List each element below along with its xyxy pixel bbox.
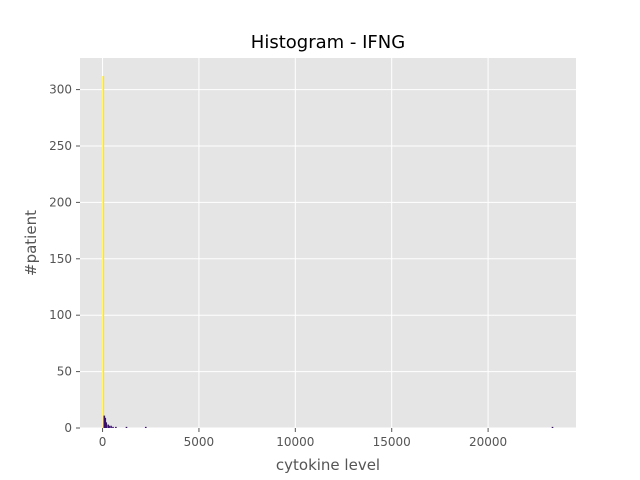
y-tick-label: 300 <box>49 83 72 97</box>
histogram-bar <box>125 426 128 428</box>
histogram-bar <box>107 424 109 428</box>
y-axis-label: #patient <box>22 210 40 276</box>
x-tick-label: 10000 <box>276 435 314 449</box>
x-axis-label: cytokine level <box>276 456 380 474</box>
y-tick-label: 150 <box>49 252 72 266</box>
y-tick-label: 0 <box>64 421 72 435</box>
x-tick-label: 5000 <box>184 435 215 449</box>
x-tick-label: 0 <box>99 435 107 449</box>
histogram-bar <box>144 426 147 428</box>
histogram-bar <box>551 426 554 428</box>
grid-lines <box>80 58 576 429</box>
histogram-bar <box>112 426 114 428</box>
y-tick-label: 100 <box>49 308 72 322</box>
histogram-bar <box>115 426 117 428</box>
y-tick-label: 250 <box>49 139 72 153</box>
y-tick-label: 50 <box>57 365 72 379</box>
x-axis-ticks: 0 5000 10000 15000 20000 <box>99 428 507 449</box>
histogram-bar <box>108 425 110 428</box>
histogram-bar <box>102 76 105 429</box>
x-tick-label: 15000 <box>373 435 411 449</box>
histogram-bar <box>104 417 107 428</box>
y-axis-ticks: 0 50 100 150 200 250 300 <box>49 83 80 435</box>
histogram-bar <box>105 422 108 428</box>
x-tick-label: 20000 <box>469 435 507 449</box>
histogram-bar <box>110 425 112 428</box>
histogram-bars <box>102 76 554 429</box>
histogram-bar <box>103 415 106 428</box>
chart-title: Histogram - IFNG <box>251 32 405 53</box>
y-tick-label: 200 <box>49 195 72 209</box>
plot-area <box>80 58 576 428</box>
